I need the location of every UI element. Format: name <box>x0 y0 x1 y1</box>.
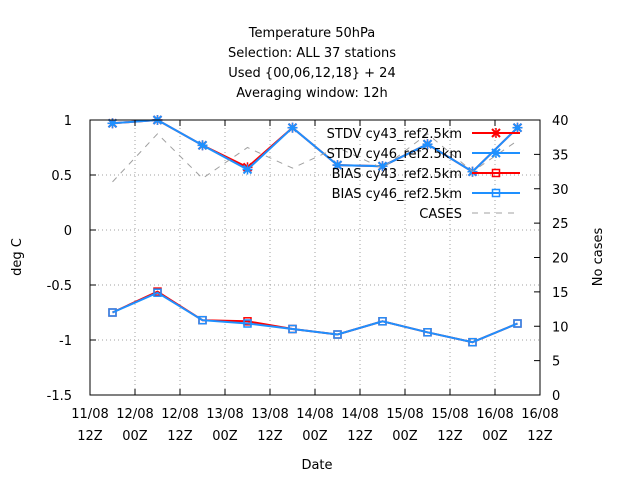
x-tick-label-hour: 12Z <box>257 429 283 444</box>
x-tick-label-hour: 00Z <box>482 429 508 444</box>
y-tick-label: 1 <box>64 114 72 129</box>
y-axis-label: deg C <box>10 238 25 276</box>
x-tick-label-hour: 00Z <box>392 429 418 444</box>
data-point <box>512 122 523 133</box>
y2-axis-label: No cases <box>591 228 606 287</box>
x-tick-label-date: 13/08 <box>206 407 243 422</box>
legend-marker <box>491 168 501 178</box>
x-tick-label-date: 12/08 <box>161 407 198 422</box>
title-line: Selection: ALL 37 stations <box>228 46 396 61</box>
data-point <box>243 319 252 328</box>
y2-tick-label: 25 <box>552 217 569 232</box>
y2-tick-label: 20 <box>552 252 569 267</box>
legend-entry: STDV cy46_ref2.5km <box>327 147 520 162</box>
x-tick-label-date: 13/08 <box>251 407 288 422</box>
y-tick-label: 0.5 <box>51 169 72 184</box>
y-tick-label: -0.5 <box>47 279 72 294</box>
y2-tick-label: 30 <box>552 183 569 198</box>
x-tick-label-date: 14/08 <box>341 407 378 422</box>
title-line: Temperature 50hPa <box>248 26 375 41</box>
grid-lines <box>90 120 540 395</box>
data-point <box>513 319 522 328</box>
y2-tick-label: 15 <box>552 286 569 301</box>
title-line: Averaging window: 12h <box>236 86 388 101</box>
data-point <box>422 139 433 150</box>
y-tick-label: -1 <box>59 334 72 349</box>
series-line <box>112 118 519 173</box>
series-3 <box>108 288 522 347</box>
data-point <box>108 308 117 317</box>
legend-label: STDV cy46_ref2.5km <box>327 147 462 162</box>
data-point <box>153 288 162 297</box>
y2-tick-label: 35 <box>552 148 569 163</box>
y-axis-ticks: -1.5 -1 -0.5 0 0.5 1 <box>47 114 96 404</box>
legend-entry: CASES <box>419 207 520 222</box>
y2-tick-label: 10 <box>552 320 569 335</box>
x-tick-label-hour: 12Z <box>437 429 463 444</box>
x-tick-label-date: 11/08 <box>71 407 108 422</box>
y2-tick-label: 0 <box>552 389 560 404</box>
x-axis-ticks: 11/08 12Z 12/08 00Z 12/08 12Z 13/08 00Z 13/08 12Z… <box>71 120 559 444</box>
series-4 <box>112 133 518 183</box>
y-tick-label: 0 <box>64 224 72 239</box>
x-tick-label-date: 15/08 <box>386 407 423 422</box>
legend-marker <box>491 128 501 138</box>
x-tick-label-hour: 12Z <box>77 429 103 444</box>
legend-marker <box>491 188 501 198</box>
plot-frame <box>89 119 541 396</box>
legend-entry: BIAS cy43_ref2.5km <box>332 167 520 182</box>
data-point <box>423 328 432 337</box>
x-tick-label-date: 15/08 <box>431 407 468 422</box>
legend-label: BIAS cy46_ref2.5km <box>332 187 462 202</box>
x-tick-label-hour: 12Z <box>347 429 373 444</box>
y2-tick-label: 40 <box>552 114 569 129</box>
legend: STDV cy43_ref2.5km STDV cy46_ref2.5km BIAS… <box>327 127 520 222</box>
data-point <box>198 315 207 325</box>
data-point <box>197 140 208 151</box>
chart-title: Temperature 50hPa Selection: ALL 37 stati… <box>228 26 396 101</box>
x-axis-label: Date <box>301 458 332 473</box>
x-tick-label-hour: 00Z <box>122 429 148 444</box>
data-point <box>333 330 342 339</box>
data-point <box>287 122 298 133</box>
data-point <box>468 337 477 347</box>
x-tick-label-hour: 12Z <box>527 429 553 444</box>
y-tick-label: -1.5 <box>47 389 72 404</box>
legend-marker <box>491 148 501 158</box>
data-point <box>378 317 387 326</box>
y2-axis-ticks: 0 5 10 15 20 25 30 35 40 <box>534 114 569 404</box>
data-point <box>242 164 253 175</box>
series-line <box>112 291 518 344</box>
x-tick-label-hour: 00Z <box>302 429 328 444</box>
legend-entry: BIAS cy46_ref2.5km <box>332 187 520 202</box>
legend-label: BIAS cy43_ref2.5km <box>332 167 462 182</box>
legend-label: CASES <box>419 207 462 222</box>
x-tick-label-hour: 00Z <box>212 429 238 444</box>
legend-entry: STDV cy43_ref2.5km <box>327 127 520 142</box>
legend-label: STDV cy43_ref2.5km <box>327 127 462 142</box>
x-tick-label-hour: 12Z <box>167 429 193 444</box>
data-point <box>332 160 343 171</box>
data-point <box>288 324 297 334</box>
title-line: Used {00,06,12,18} + 24 <box>228 66 395 81</box>
x-tick-label-date: 14/08 <box>296 407 333 422</box>
x-tick-label-date: 12/08 <box>116 407 153 422</box>
y2-tick-label: 5 <box>552 355 560 370</box>
series-line <box>112 133 518 183</box>
x-tick-label-date: 16/08 <box>521 407 558 422</box>
x-tick-label-date: 16/08 <box>476 407 513 422</box>
series-group <box>107 115 523 347</box>
